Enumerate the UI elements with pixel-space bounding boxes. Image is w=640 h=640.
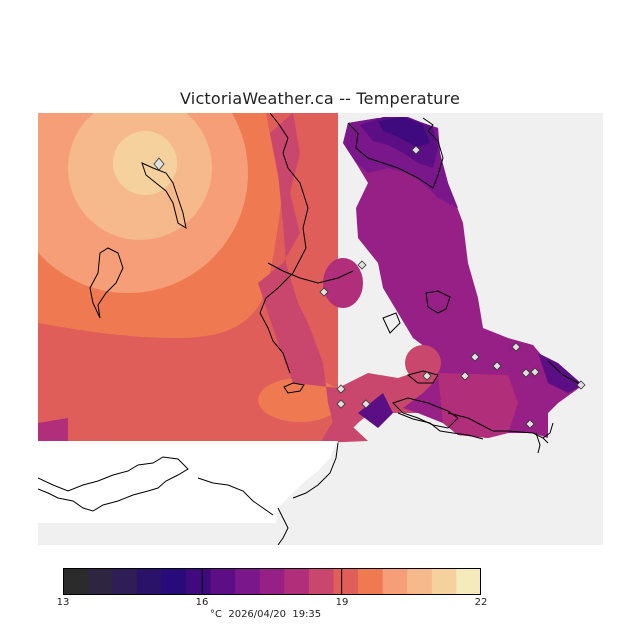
colorbar-swatch: [210, 568, 236, 595]
station-marker-1: [153, 157, 165, 171]
station-marker-10: [470, 352, 480, 362]
station-marker-16: [525, 419, 535, 429]
temperature-map: [38, 113, 603, 545]
colorbar: [63, 568, 481, 595]
station-marker-2: [411, 145, 421, 155]
colorbar-swatch: [112, 568, 138, 595]
colorbar-tick-label-22: 22: [474, 597, 488, 608]
colorbar-swatch: [431, 568, 457, 595]
colorbar-tick-label-19: 19: [335, 597, 349, 608]
station-marker-3: [357, 260, 367, 270]
colorbar-swatch: [87, 568, 113, 595]
colorbar-swatch: [259, 568, 285, 595]
station-marker-7: [361, 399, 371, 409]
station-markers: [153, 145, 586, 429]
blank-region: [38, 443, 336, 523]
footer-caption: °C 2026/04/20 19:35: [210, 609, 321, 620]
station-marker-14: [530, 367, 540, 377]
colorbar-tick-label-16: 16: [195, 597, 209, 608]
station-marker-6: [336, 399, 346, 409]
station-marker-13: [521, 368, 531, 378]
station-marker-4: [319, 287, 329, 297]
page-title: VictoriaWeather.ca -- Temperature: [180, 89, 460, 108]
colorbar-swatch: [407, 568, 433, 595]
coastlines: [38, 113, 584, 545]
colorbar-swatch: [161, 568, 187, 595]
colorbar-swatch: [63, 568, 89, 595]
station-marker-11: [492, 361, 502, 371]
timestamp: 2026/04/20 19:35: [228, 609, 322, 620]
station-marker-15: [576, 380, 586, 390]
station-marker-12: [511, 342, 521, 352]
colorbar-swatch: [185, 568, 212, 595]
colorbar-swatch: [308, 568, 334, 595]
temperature-field-west: [38, 113, 368, 443]
colorbar-swatch: [358, 568, 384, 595]
unit-label: °C: [210, 609, 222, 620]
station-marker-5: [336, 384, 346, 394]
colorbar-swatch: [136, 568, 162, 595]
colorbar-swatch: [456, 568, 481, 595]
colorbar-swatch: [284, 568, 310, 595]
colorbar-swatch: [235, 568, 261, 595]
colorbar-tick-label-13: 13: [56, 597, 70, 608]
station-marker-9: [460, 371, 470, 381]
colorbar-swatch: [333, 568, 359, 595]
colorbar-border: [63, 568, 481, 595]
station-marker-8: [422, 371, 432, 381]
colorbar-swatch: [382, 568, 408, 595]
